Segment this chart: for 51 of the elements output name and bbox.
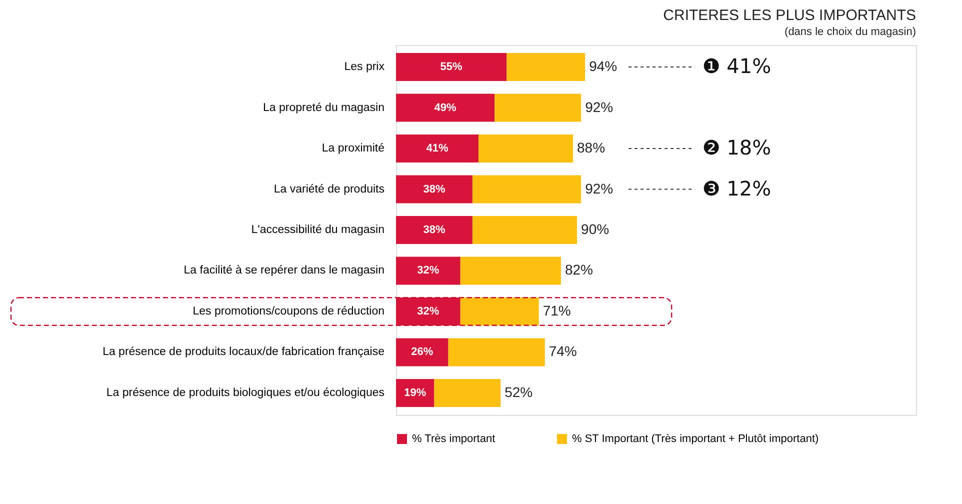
y-tick-label: La facilité à se repérer dans le magasin [184, 264, 384, 277]
bar [396, 338, 448, 366]
text: CRITERES LES PLUS IMPORTANTS [663, 7, 916, 24]
data-label: 55% [440, 61, 463, 74]
data-label: 38% [423, 224, 446, 236]
total-label: 52% [504, 384, 533, 400]
y-tick-label: La proximité [322, 142, 384, 154]
legend-label: % Très important [412, 433, 496, 445]
bar [448, 338, 545, 366]
text: ❸ 12% [702, 176, 772, 200]
legend-label: % ST Important (Très important + Plutôt important) [572, 433, 819, 445]
data-label: 32% [417, 264, 440, 277]
total-label: 90% [581, 221, 610, 237]
text: (dans le choix du magasin) [784, 26, 916, 38]
total-label: 82% [564, 262, 593, 278]
bar [396, 53, 507, 82]
y-tick-label: La présence de produits locaux/de fabrication française [102, 346, 384, 358]
bar [460, 298, 539, 326]
bar [396, 298, 460, 326]
y-tick-label: La présence de produits biologiques et/ou écologiques [106, 386, 385, 399]
data-label: 38% [423, 183, 446, 196]
total-label: 74% [548, 343, 577, 360]
bar [506, 53, 586, 82]
data-label: 41% [426, 142, 448, 154]
bar [478, 134, 574, 162]
bar [396, 216, 472, 244]
bar [472, 216, 578, 244]
y-tick-label: La variété de produits [274, 183, 385, 196]
text: ❶ 41% [702, 54, 772, 78]
y-tick-label: L'accessibilité du magasin [251, 224, 384, 236]
y-tick-label: La propreté du magasin [263, 102, 384, 114]
bar [396, 134, 478, 162]
bar [460, 256, 561, 285]
bar [472, 175, 582, 204]
bar [396, 175, 472, 204]
total-label: 94% [589, 58, 618, 74]
data-label: 19% [404, 386, 426, 399]
data-label: 49% [434, 102, 457, 114]
data-label: 32% [417, 306, 440, 318]
bar [434, 378, 501, 407]
total-label: 71% [542, 302, 571, 318]
data-label: 26% [411, 346, 434, 358]
bar [396, 256, 460, 285]
bar [396, 94, 495, 122]
text: ❷ 18% [702, 136, 772, 160]
bar [494, 94, 582, 122]
y-tick-label: Les prix [344, 61, 385, 74]
y-tick-label: Les promotions/coupons de réduction [192, 306, 384, 318]
total-label: 88% [577, 140, 606, 156]
total-label: 92% [585, 180, 614, 196]
total-label: 92% [585, 98, 614, 115]
